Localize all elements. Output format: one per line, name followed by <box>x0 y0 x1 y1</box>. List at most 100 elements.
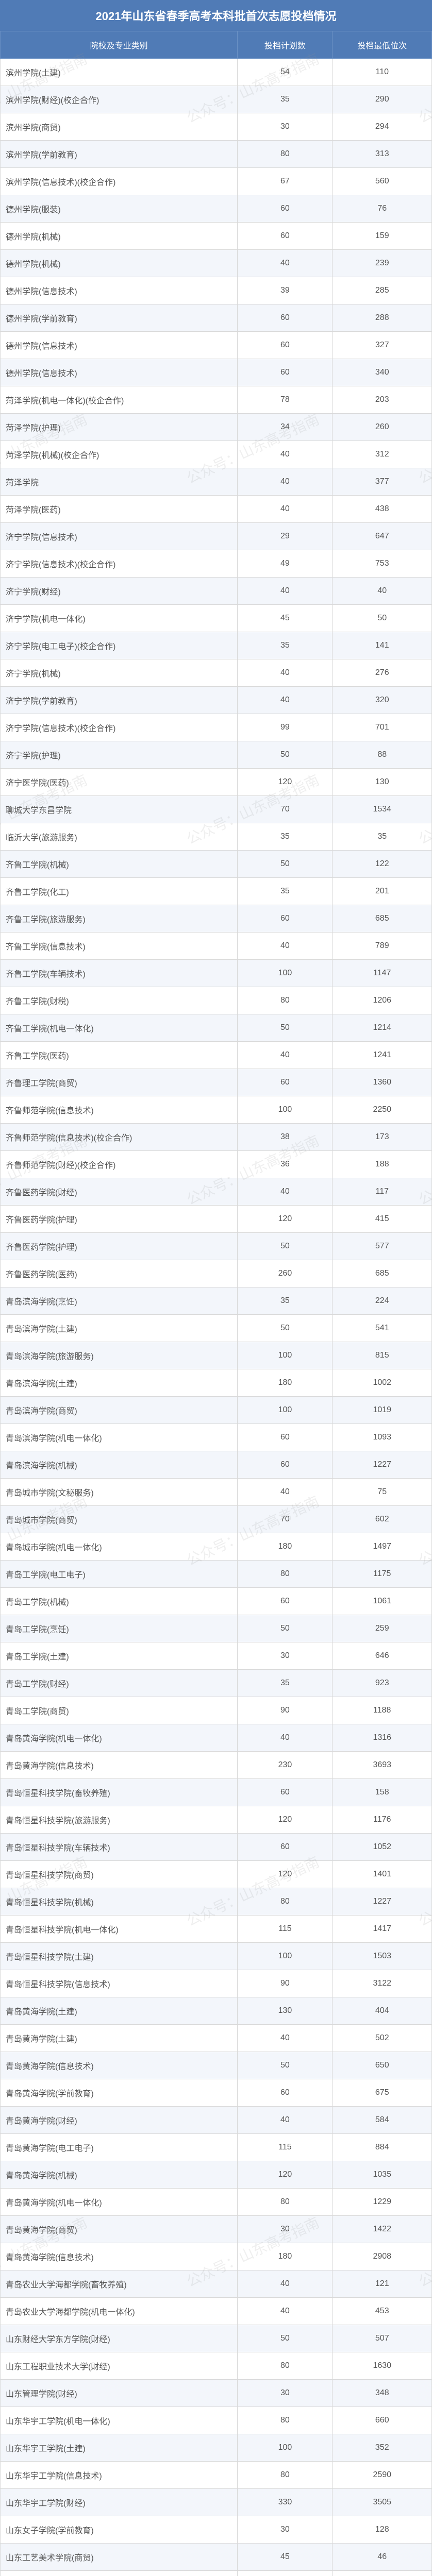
cell-rank: 117 <box>333 1178 432 1206</box>
cell-plan: 40 <box>238 659 333 687</box>
table-row: 菏泽学院(医药)40438 <box>1 496 432 523</box>
cell-school: 山东华宇工学院(财经) <box>1 2489 238 2516</box>
cell-rank: 313 <box>333 141 432 168</box>
cell-school: 青岛工学院(财经) <box>1 1670 238 1697</box>
cell-rank: 158 <box>333 1779 432 1806</box>
cell-plan: 80 <box>238 2189 333 2216</box>
table-row: 青岛恒星科技学院(旅游服务)1201176 <box>1 1806 432 1834</box>
table-header-row: 院校及专业类别 投档计划数 投档最低位次 <box>1 31 432 59</box>
table-row: 菏泽学院(护理)34260 <box>1 414 432 441</box>
cell-school: 菏泽学院 <box>1 468 238 496</box>
cell-rank: 1360 <box>333 1069 432 1096</box>
cell-rank: 348 <box>333 2380 432 2407</box>
cell-plan: 40 <box>238 687 333 714</box>
cell-school: 青岛农业大学海都学院(机电一体化) <box>1 2298 238 2325</box>
table-row: 青岛工学院(土建)30646 <box>1 1642 432 1670</box>
cell-plan: 60 <box>238 1834 333 1861</box>
table-row: 青岛恒星科技学院(信息技术)903122 <box>1 1970 432 1997</box>
table-row: 齐鲁医药学院(护理)50577 <box>1 1233 432 1260</box>
cell-plan: 50 <box>238 2052 333 2079</box>
cell-rank: 312 <box>333 441 432 468</box>
cell-plan: 40 <box>238 441 333 468</box>
table-row: 德州学院(信息技术)60340 <box>1 359 432 386</box>
cell-school: 齐鲁工学院(信息技术) <box>1 933 238 960</box>
cell-plan: 100 <box>238 1943 333 1970</box>
cell-rank: 1534 <box>333 796 432 823</box>
cell-rank: 122 <box>333 851 432 878</box>
cell-school: 青岛恒星科技学院(车辆技术) <box>1 1834 238 1861</box>
table-row: 青岛恒星科技学院(机电一体化)1151417 <box>1 1916 432 1943</box>
cell-rank: 110 <box>333 59 432 86</box>
cell-plan: 39 <box>238 277 333 304</box>
cell-plan: 80 <box>238 2352 333 2380</box>
cell-plan: 40 <box>238 2298 333 2325</box>
cell-school: 青岛工学院(电工电子) <box>1 1561 238 1588</box>
cell-rank: 602 <box>333 1506 432 1533</box>
cell-plan: 120 <box>238 1861 333 1888</box>
admission-table: 2021年山东省春季高考本科批首次志愿投档情况 院校及专业类别 投档计划数 投档… <box>0 0 432 2576</box>
cell-school: 齐鲁工学院(机电一体化) <box>1 1014 238 1042</box>
table-row: 滨州学院(财经)(校企合作)35290 <box>1 86 432 113</box>
table-row: 青岛城市学院(商贸)70602 <box>1 1506 432 1533</box>
cell-plan: 60 <box>238 332 333 359</box>
cell-school: 山东华宇工学院(土建) <box>1 2434 238 2462</box>
cell-rank: 789 <box>333 933 432 960</box>
cell-rank: 1229 <box>333 2189 432 2216</box>
table-row: 青岛滨海学院(土建)50541 <box>1 1315 432 1342</box>
table-row: 齐鲁医药学院(财经)40117 <box>1 1178 432 1206</box>
cell-plan: 29 <box>238 523 333 550</box>
cell-rank: 2250 <box>333 1096 432 1124</box>
table-row: 德州学院(信息技术)39285 <box>1 277 432 304</box>
table-row: 齐鲁工学院(信息技术)40789 <box>1 933 432 960</box>
cell-plan: 60 <box>238 359 333 386</box>
cell-plan: 40 <box>238 2025 333 2052</box>
cell-plan: 80 <box>238 987 333 1014</box>
cell-rank: 352 <box>333 2434 432 2462</box>
table-row: 青岛恒星科技学院(土建)1001503 <box>1 1943 432 1970</box>
cell-school: 菏泽学院(机电一体化)(校企合作) <box>1 386 238 414</box>
cell-plan: 30 <box>238 2216 333 2243</box>
cell-rank: 404 <box>333 1997 432 2025</box>
cell-school: 青岛黄海学院(机电一体化) <box>1 2189 238 2216</box>
table-row: 齐鲁工学院(旅游服务)60685 <box>1 905 432 933</box>
table-row: 青岛滨海学院(烹饪)35224 <box>1 1287 432 1315</box>
cell-plan: 50 <box>238 1233 333 1260</box>
cell-plan: 35 <box>238 1670 333 1697</box>
table-row: 济宁学院(财经)4040 <box>1 578 432 605</box>
table-row: 青岛城市学院(文秘服务)4075 <box>1 1479 432 1506</box>
cell-school: 德州学院(机械) <box>1 223 238 250</box>
cell-rank: 130 <box>333 769 432 796</box>
cell-plan: 67 <box>238 168 333 195</box>
cell-school: 山东工程职业技术大学(财经) <box>1 2352 238 2380</box>
cell-plan: 45 <box>238 2544 333 2571</box>
cell-rank: 327 <box>333 332 432 359</box>
cell-school: 青岛黄海学院(机械) <box>1 2161 238 2189</box>
table-row: 滨州学院(商贸)30294 <box>1 113 432 141</box>
cell-school: 青岛黄海学院(学前教育) <box>1 2079 238 2107</box>
cell-rank: 50 <box>333 605 432 632</box>
cell-rank: 646 <box>333 1642 432 1670</box>
cell-plan: 38 <box>238 2571 333 2576</box>
cell-plan: 36 <box>238 1151 333 1178</box>
cell-school: 青岛恒星科技学院(土建) <box>1 1943 238 1970</box>
cell-plan: 100 <box>238 1397 333 1424</box>
cell-school: 青岛农业大学海都学院(畜牧养殖) <box>1 2270 238 2298</box>
cell-plan: 60 <box>238 195 333 223</box>
col-header-school: 院校及专业类别 <box>1 31 238 59</box>
table-row: 青岛工学院(商贸)901188 <box>1 1697 432 1724</box>
cell-plan: 80 <box>238 2407 333 2434</box>
table-row: 青岛农业大学海都学院(机电一体化)40453 <box>1 2298 432 2325</box>
cell-school: 山东华宇工学院(机电一体化) <box>1 2407 238 2434</box>
cell-school: 青岛工学院(烹饪) <box>1 1615 238 1642</box>
cell-school: 山东华宇工学院(信息技术) <box>1 2462 238 2489</box>
cell-plan: 180 <box>238 1369 333 1397</box>
cell-plan: 80 <box>238 141 333 168</box>
cell-rank: 38 <box>333 2571 432 2576</box>
cell-plan: 115 <box>238 2134 333 2161</box>
cell-plan: 60 <box>238 1779 333 1806</box>
cell-plan: 100 <box>238 1342 333 1369</box>
table-title: 2021年山东省春季高考本科批首次志愿投档情况 <box>0 0 432 31</box>
table-row: 济宁学院(信息技术)29647 <box>1 523 432 550</box>
cell-school: 青岛黄海学院(土建) <box>1 2025 238 2052</box>
table-row: 齐鲁工学院(机电一体化)501214 <box>1 1014 432 1042</box>
